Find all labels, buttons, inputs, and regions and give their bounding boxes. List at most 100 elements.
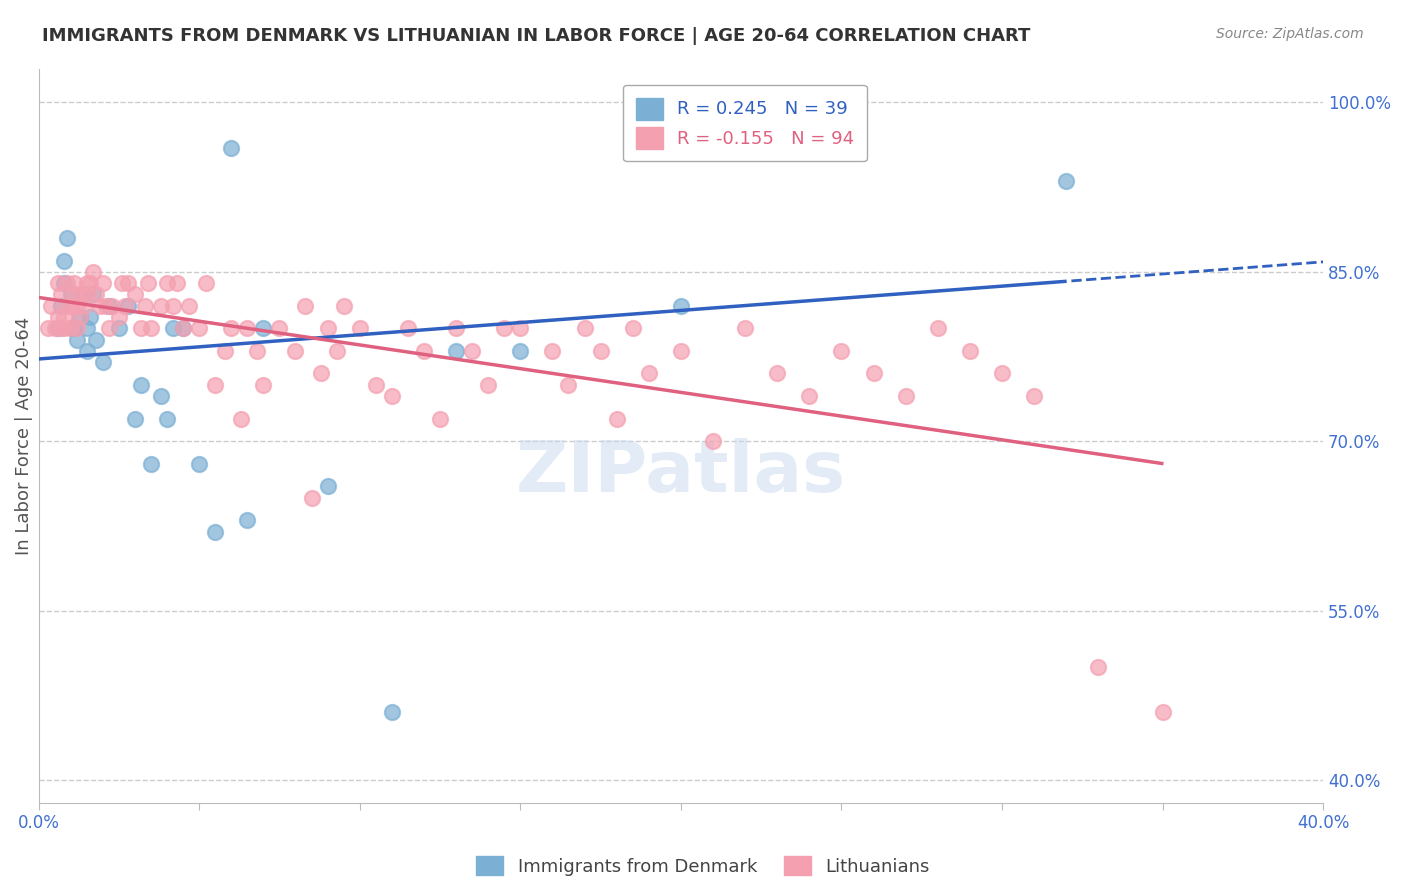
Immigrants from Denmark: [76, 343, 98, 358]
Lithuanians: [413, 343, 436, 358]
Immigrants from Denmark: [219, 140, 242, 154]
Immigrants from Denmark: [236, 513, 259, 527]
Lithuanians: [108, 310, 131, 324]
Lithuanians: [589, 343, 612, 358]
Immigrants from Denmark: [162, 321, 184, 335]
Lithuanians: [332, 299, 354, 313]
Immigrants from Denmark: [98, 299, 121, 313]
Lithuanians: [429, 411, 451, 425]
Immigrants from Denmark: [76, 321, 98, 335]
Lithuanians: [98, 321, 121, 335]
Lithuanians: [734, 321, 756, 335]
Lithuanians: [364, 377, 387, 392]
Immigrants from Denmark: [46, 321, 69, 335]
Legend: R = 0.245   N = 39, R = -0.155   N = 94: R = 0.245 N = 39, R = -0.155 N = 94: [623, 85, 868, 161]
Lithuanians: [149, 299, 172, 313]
Lithuanians: [139, 321, 162, 335]
Immigrants from Denmark: [59, 321, 82, 335]
Lithuanians: [381, 389, 404, 403]
Immigrants from Denmark: [156, 411, 179, 425]
Immigrants from Denmark: [66, 333, 89, 347]
Lithuanians: [188, 321, 211, 335]
Lithuanians: [111, 276, 134, 290]
Lithuanians: [41, 299, 63, 313]
Lithuanians: [284, 343, 307, 358]
Lithuanians: [194, 276, 217, 290]
Lithuanians: [162, 299, 184, 313]
Lithuanians: [82, 265, 104, 279]
Lithuanians: [669, 343, 692, 358]
Immigrants from Denmark: [82, 287, 104, 301]
Immigrants from Denmark: [86, 333, 108, 347]
Lithuanians: [66, 299, 89, 313]
Lithuanians: [1022, 389, 1045, 403]
Immigrants from Denmark: [56, 231, 79, 245]
Lithuanians: [63, 287, 86, 301]
Lithuanians: [316, 321, 339, 335]
Lithuanians: [49, 287, 72, 301]
Immigrants from Denmark: [1054, 174, 1077, 188]
Immigrants from Denmark: [316, 479, 339, 493]
Lithuanians: [637, 367, 659, 381]
Lithuanians: [494, 321, 516, 335]
Immigrants from Denmark: [139, 457, 162, 471]
Lithuanians: [44, 321, 66, 335]
Text: Source: ZipAtlas.com: Source: ZipAtlas.com: [1216, 27, 1364, 41]
Immigrants from Denmark: [131, 377, 153, 392]
Lithuanians: [53, 321, 76, 335]
Lithuanians: [444, 321, 467, 335]
Lithuanians: [37, 321, 59, 335]
Immigrants from Denmark: [53, 276, 76, 290]
Immigrants from Denmark: [63, 321, 86, 335]
Immigrants from Denmark: [204, 524, 226, 539]
Lithuanians: [766, 367, 789, 381]
Lithuanians: [229, 411, 252, 425]
Lithuanians: [830, 343, 852, 358]
Lithuanians: [91, 276, 114, 290]
Lithuanians: [56, 276, 79, 290]
Lithuanians: [63, 276, 86, 290]
Lithuanians: [53, 310, 76, 324]
Immigrants from Denmark: [252, 321, 274, 335]
Lithuanians: [557, 377, 579, 392]
Lithuanians: [114, 299, 136, 313]
Lithuanians: [86, 287, 108, 301]
Legend: Immigrants from Denmark, Lithuanians: Immigrants from Denmark, Lithuanians: [468, 849, 938, 883]
Lithuanians: [89, 299, 111, 313]
Immigrants from Denmark: [72, 287, 94, 301]
Lithuanians: [509, 321, 531, 335]
Lithuanians: [131, 321, 153, 335]
Lithuanians: [574, 321, 596, 335]
Immigrants from Denmark: [381, 705, 404, 719]
Immigrants from Denmark: [188, 457, 211, 471]
Lithuanians: [702, 434, 724, 449]
Lithuanians: [76, 276, 98, 290]
Immigrants from Denmark: [53, 253, 76, 268]
Lithuanians: [136, 276, 159, 290]
Immigrants from Denmark: [59, 287, 82, 301]
Lithuanians: [76, 287, 98, 301]
Lithuanians: [59, 299, 82, 313]
Lithuanians: [326, 343, 349, 358]
Lithuanians: [799, 389, 821, 403]
Lithuanians: [991, 367, 1014, 381]
Lithuanians: [959, 343, 981, 358]
Immigrants from Denmark: [509, 343, 531, 358]
Immigrants from Denmark: [149, 389, 172, 403]
Lithuanians: [69, 310, 91, 324]
Lithuanians: [269, 321, 291, 335]
Lithuanians: [166, 276, 188, 290]
Immigrants from Denmark: [669, 299, 692, 313]
Lithuanians: [46, 310, 69, 324]
Lithuanians: [179, 299, 201, 313]
Lithuanians: [72, 299, 94, 313]
Lithuanians: [461, 343, 484, 358]
Lithuanians: [1152, 705, 1174, 719]
Lithuanians: [79, 276, 101, 290]
Lithuanians: [927, 321, 949, 335]
Lithuanians: [294, 299, 316, 313]
Lithuanians: [219, 321, 242, 335]
Lithuanians: [1087, 660, 1109, 674]
Immigrants from Denmark: [108, 321, 131, 335]
Lithuanians: [541, 343, 564, 358]
